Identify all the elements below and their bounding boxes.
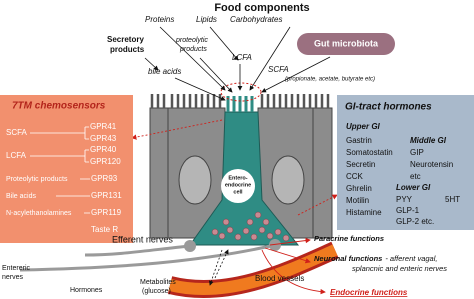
microbiota: Gut microbiota bbox=[314, 38, 379, 48]
neuronal-detail: splancnic and enteric nerves bbox=[352, 264, 447, 273]
efferent: Efferent nerves bbox=[112, 234, 173, 244]
receptor: GPR120 bbox=[90, 157, 121, 166]
neuronal-detail: - afferent vagal, bbox=[385, 254, 437, 263]
receptor: GPR93 bbox=[91, 174, 118, 183]
hormone: Neurotensin bbox=[410, 160, 453, 169]
cell-label: Entero- bbox=[228, 175, 247, 181]
proteolytic: proteolytic bbox=[175, 37, 208, 44]
hormone: PYY bbox=[396, 195, 413, 204]
epithelium bbox=[149, 82, 333, 246]
hormone: Somatostatin bbox=[346, 148, 393, 157]
receptor: GPR131 bbox=[91, 191, 122, 200]
bile-acids: bile acids bbox=[148, 67, 181, 76]
nerve-ending bbox=[184, 240, 196, 252]
enteric: Entereric bbox=[2, 265, 31, 272]
connectors bbox=[30, 126, 90, 214]
receptor: Taste R bbox=[91, 225, 118, 234]
hormone: 5HT bbox=[445, 195, 460, 204]
hormone: GIP bbox=[410, 148, 424, 157]
region: Lower GI bbox=[396, 183, 431, 192]
hormone: GLP-2 etc. bbox=[396, 217, 434, 226]
receptor: GPR119 bbox=[91, 208, 122, 217]
receptor: GPR41 bbox=[90, 122, 117, 131]
secretory: Secretory bbox=[107, 35, 144, 44]
hormone: Motilin bbox=[346, 196, 369, 205]
hormone: Histamine bbox=[346, 208, 382, 217]
food-item: Carbohydrates bbox=[230, 15, 282, 24]
arrows bbox=[144, 26, 331, 286]
cell-label: endocrine bbox=[225, 182, 251, 188]
blood-vessels: Blood vessels bbox=[255, 274, 304, 283]
title: Food components bbox=[214, 2, 309, 14]
hormone-box bbox=[337, 95, 474, 230]
scfa: SCFA bbox=[268, 65, 289, 74]
hormone: etc bbox=[410, 172, 421, 181]
region: Middle GI bbox=[410, 136, 447, 145]
secretory: products bbox=[110, 45, 145, 54]
food-item: Lipids bbox=[196, 15, 217, 24]
neuronal-title: Neuronal functions bbox=[314, 254, 382, 263]
hormone: Secretin bbox=[346, 160, 375, 169]
hormone: Gastrin bbox=[346, 136, 372, 145]
lcfa: LCFA bbox=[232, 53, 252, 62]
scfa-detail: (propionate, acetate, butyrate etc) bbox=[285, 77, 375, 83]
nerve bbox=[84, 244, 191, 257]
hormone: CCK bbox=[346, 172, 364, 181]
receptor: GPR40 bbox=[90, 145, 117, 154]
nerve bbox=[19, 243, 276, 272]
ligand: LCFA bbox=[6, 151, 27, 160]
hormones-label: Hormones bbox=[70, 287, 103, 294]
paracrine: Paracrine functions bbox=[314, 234, 384, 243]
red-arrows bbox=[131, 119, 338, 295]
chemosensor-box bbox=[0, 95, 133, 243]
proteolytic: products bbox=[179, 46, 207, 53]
hormone-title: GI-tract hormones bbox=[345, 102, 432, 113]
ligand: Bile acids bbox=[6, 193, 36, 200]
metabolites: Metabolites bbox=[140, 279, 176, 286]
ligand: Proteolytic products bbox=[6, 176, 68, 183]
chemosensor-title: 7TM chemosensors bbox=[12, 101, 106, 112]
food-item: Proteins bbox=[145, 15, 174, 24]
metabolites: (glucose) bbox=[142, 288, 171, 295]
hormone: GLP-1 bbox=[396, 206, 420, 215]
microbiota-pill bbox=[297, 33, 395, 55]
nerve-ending bbox=[269, 239, 281, 251]
hormone: Ghrelin bbox=[346, 184, 372, 193]
ligand: SCFA bbox=[6, 128, 28, 137]
endocrine: Endocrine functions bbox=[330, 288, 408, 297]
region: Upper GI bbox=[346, 122, 381, 131]
neuronal: Neuronal functions - afferent vagal, bbox=[314, 254, 437, 263]
receptor: GPR43 bbox=[90, 134, 117, 143]
cell-label: cell bbox=[233, 189, 243, 195]
enteric: nerves bbox=[2, 274, 24, 281]
ligand: N-acylethanolamines bbox=[6, 210, 72, 217]
